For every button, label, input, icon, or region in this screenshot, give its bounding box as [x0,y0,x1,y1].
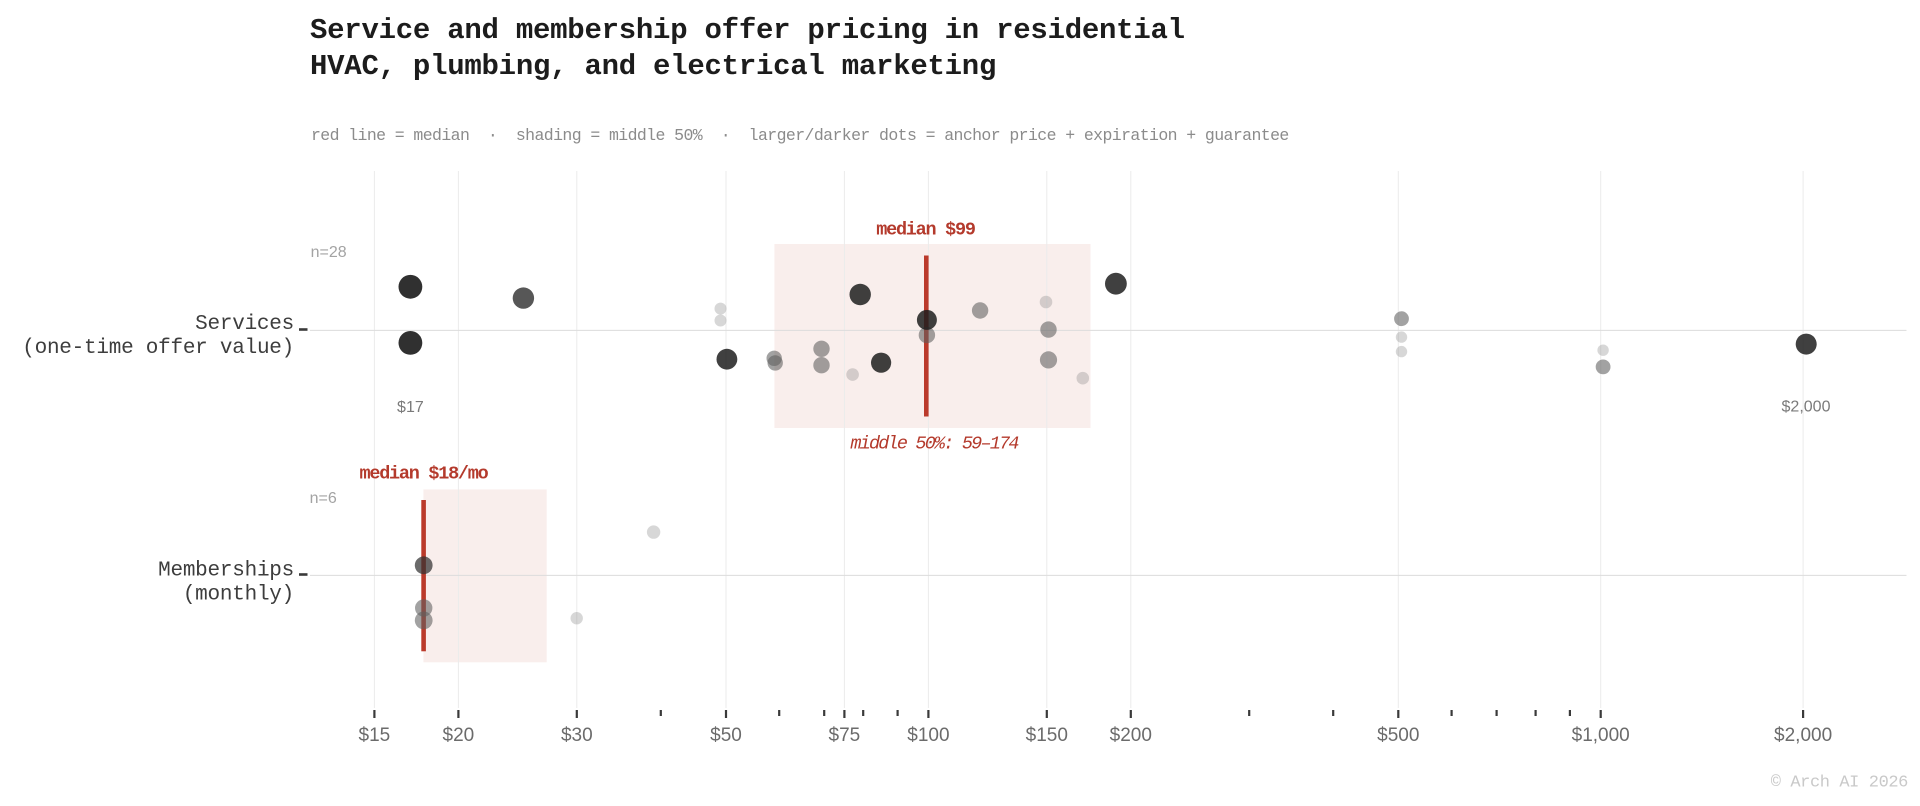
svg-text:$200: $200 [1110,725,1152,746]
svg-text:© Arch AI 2026: © Arch AI 2026 [1771,774,1908,793]
svg-text:$500: $500 [1377,725,1419,746]
svg-text:$15: $15 [359,725,391,746]
svg-text:median $99: median $99 [876,220,975,241]
svg-text:red line = median · shading: red line = median · shading = middle 50%… [311,126,1289,145]
svg-text:n=6: n=6 [310,490,337,507]
svg-text:Services: Services [195,313,294,336]
svg-text:Service and membership offer p: Service and membership offer pricing in … [310,14,1185,47]
svg-text:$1,000: $1,000 [1572,725,1630,746]
svg-text:n=28: n=28 [311,244,347,261]
svg-text:(one-time offer value): (one-time offer value) [22,337,294,360]
svg-text:$150: $150 [1026,725,1068,746]
svg-text:$2,000: $2,000 [1782,399,1831,416]
svg-text:HVAC, plumbing, and electrical: HVAC, plumbing, and electrical marketing [310,50,996,83]
svg-text:$100: $100 [907,725,949,746]
svg-text:Memberships: Memberships [158,560,294,583]
svg-text:median $18/mo: median $18/mo [360,464,489,485]
svg-text:$2,000: $2,000 [1774,725,1832,746]
svg-text:$50: $50 [710,725,742,746]
svg-text:$20: $20 [443,725,475,746]
svg-text:$30: $30 [561,725,593,746]
svg-text:$17: $17 [397,399,424,416]
svg-text:(monthly): (monthly) [183,584,294,607]
svg-text:middle 50%: 59–174: middle 50%: 59–174 [850,434,1019,455]
svg-text:$75: $75 [829,725,861,746]
